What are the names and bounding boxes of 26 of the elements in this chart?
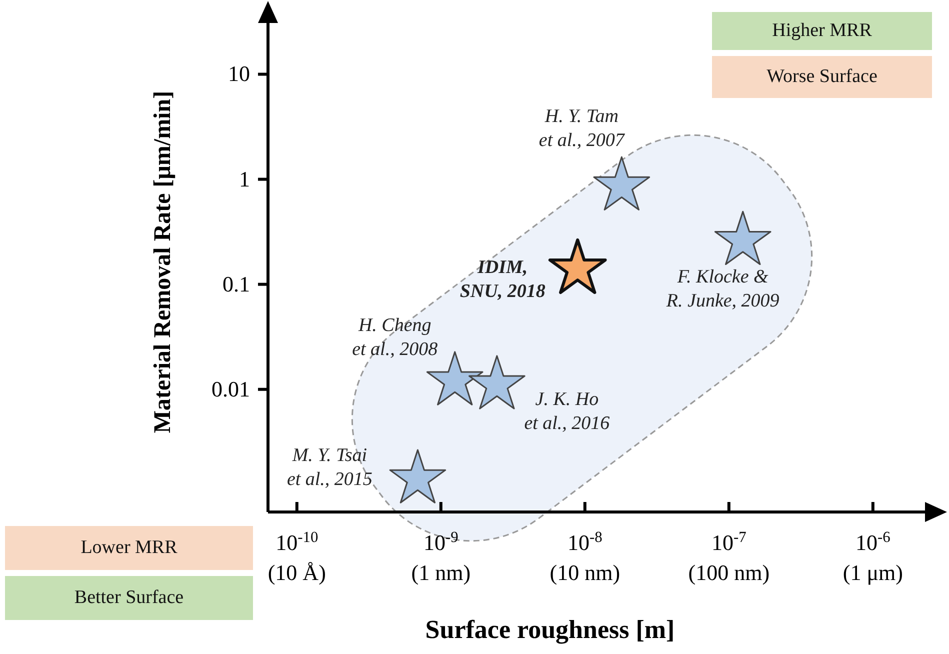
x-tick-label: 10$^{-10}$ [276,528,318,555]
annotation: H. Cheng et al., 2008 [352,315,438,360]
label-box: Lower MRR [5,526,253,570]
annotation: M. Y. Tsai et al., 2015 [286,445,372,490]
y-tick-label: 0.01 [212,376,250,402]
x-axis-title: Surface roughness [m] [424,615,676,645]
annotation: J. K. Ho et al., 2016 [524,389,610,434]
x-tick-label: 10$^{-8}$ [567,528,603,555]
annotation: IDIM, SNU, 2018 [460,256,546,302]
label-box: Higher MRR [712,12,932,50]
label-box: Worse Surface [712,56,932,98]
label-box: Better Surface [5,576,253,620]
x-tick-label: 10$^{-9}$ [423,528,459,555]
text: (1 nm) [410,560,472,586]
text: (100 nm) [687,560,771,586]
x-tick-label: 10$^{-7}$ [711,528,747,555]
annotation: H. Y. Tam et al., 2007 [538,106,626,152]
y-tick-label: 1 [239,166,250,192]
annotation: F. Klocke & R. Junke, 2009 [665,266,780,312]
text: (1 μm) [842,560,904,586]
y-axis-title: Material Removal Rate [μm/min] [150,90,177,436]
y-tick-label: 0.1 [222,271,250,296]
y-tick-label: 10 [228,61,250,86]
text: (10 nm) [548,560,622,586]
text: (10 Å) [266,560,327,586]
x-tick-label: 10$^{-6}$ [855,528,891,555]
